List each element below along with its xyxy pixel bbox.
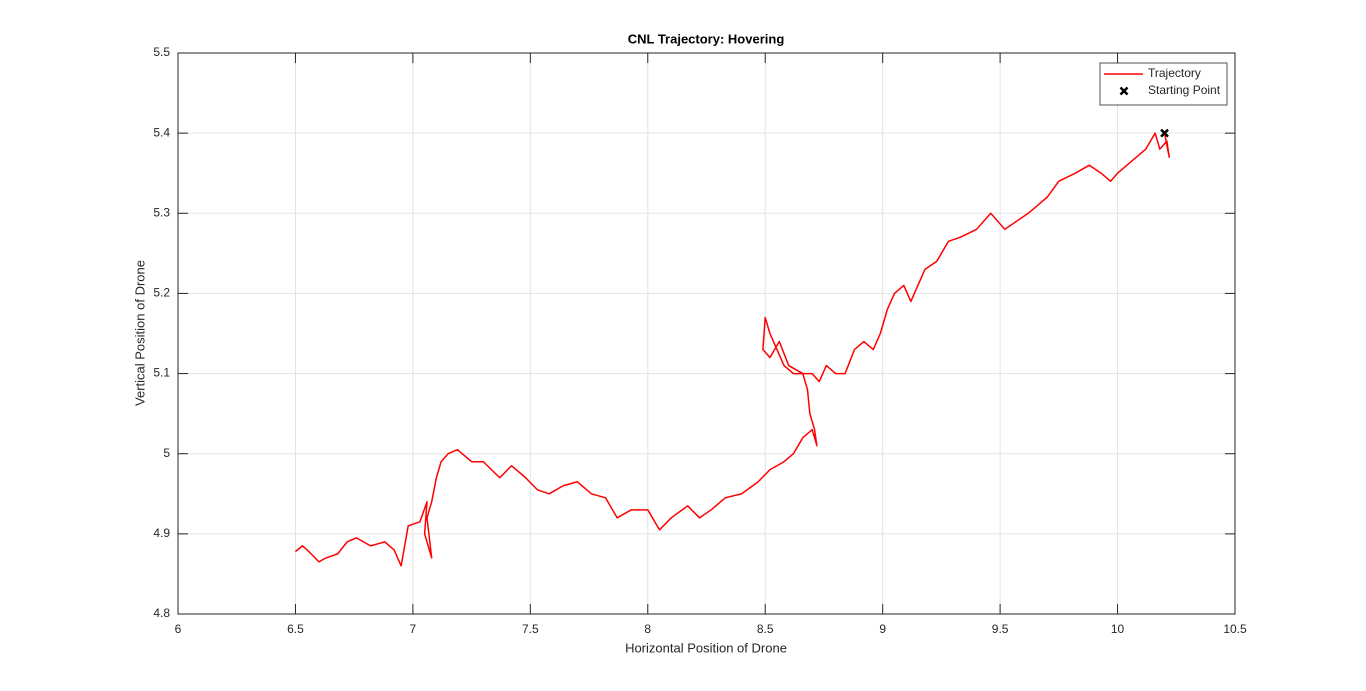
y-tick-label: 5.4	[153, 125, 170, 139]
legend-box	[1099, 62, 1228, 106]
x-axis-label: Horizontal Position of Drone	[625, 640, 787, 655]
x-tick-label: 9.5	[992, 622, 1009, 636]
x-tick-label: 8	[644, 622, 651, 636]
legend-label: Starting Point	[1148, 83, 1221, 97]
trajectory-line	[294, 132, 1170, 567]
y-tick-label: 5.3	[153, 205, 170, 219]
y-tick-label: 5.1	[153, 366, 170, 380]
y-axis-label: Vertical Position of Drone	[132, 260, 147, 406]
x-tick-label: 6	[175, 622, 182, 636]
x-tick-label: 10	[1111, 622, 1125, 636]
x-tick-label: 8.5	[757, 622, 774, 636]
y-tick-label: 4.8	[153, 606, 170, 620]
y-tick-label: 5.2	[153, 286, 170, 300]
x-tick-label: 7.5	[522, 622, 539, 636]
chart-title: CNL Trajectory: Hovering	[628, 31, 785, 46]
y-tick-label: 5	[163, 446, 170, 460]
y-tick-label: 4.9	[153, 526, 170, 540]
x-tick-label: 10.5	[1223, 622, 1247, 636]
y-tick-label: 5.5	[153, 45, 170, 59]
tick-layer: 6 6.5 7 7.5 8 8.5 9 9.5 10 10.5 4.8 4.9 5 5.1 5.2 5.3 5.…	[153, 45, 1247, 636]
x-tick-label: 6.5	[287, 622, 304, 636]
legend: Trajectory Starting Point	[1099, 62, 1228, 106]
x-tick-label: 7	[410, 622, 417, 636]
plot-area	[178, 53, 1235, 614]
legend-swatch	[1119, 86, 1129, 96]
legend-label: Trajectory	[1148, 66, 1201, 80]
start-marker	[1160, 128, 1169, 138]
axes-box	[177, 52, 1236, 615]
data-layer	[294, 128, 1170, 567]
x-tick-label: 9	[879, 622, 886, 636]
